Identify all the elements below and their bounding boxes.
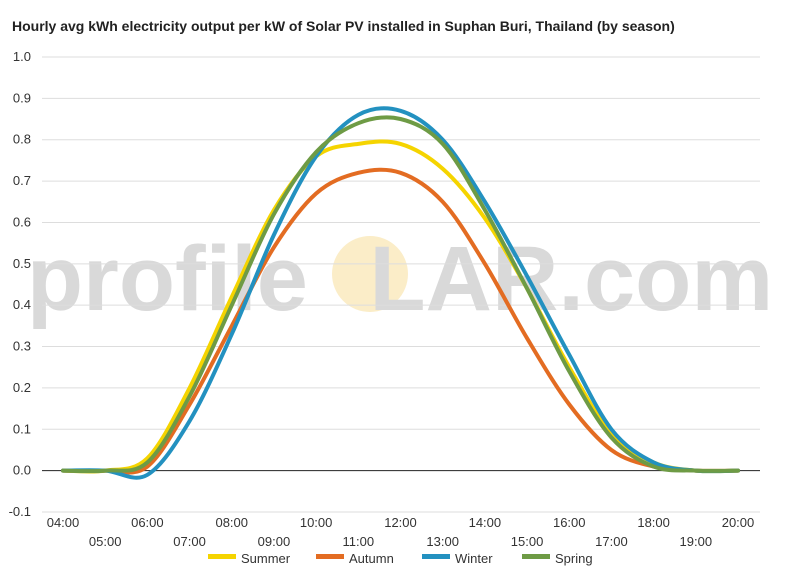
x-tick-label: 08:00 bbox=[215, 515, 248, 530]
chart-title: Hourly avg kWh electricity output per kW… bbox=[12, 18, 675, 34]
x-tick-label: 06:00 bbox=[131, 515, 164, 530]
legend-swatch-autumn bbox=[316, 554, 344, 559]
x-tick-label: 14:00 bbox=[469, 515, 502, 530]
x-tick-label: 12:00 bbox=[384, 515, 417, 530]
x-tick-label: 10:00 bbox=[300, 515, 333, 530]
y-tick-label: 0.2 bbox=[13, 380, 31, 395]
y-tick-label: 0.7 bbox=[13, 173, 31, 188]
legend-swatch-spring bbox=[522, 554, 550, 559]
x-tick-label: 09:00 bbox=[258, 534, 291, 549]
legend-label-winter: Winter bbox=[455, 551, 493, 566]
y-tick-label: 0.0 bbox=[13, 463, 31, 478]
x-tick-label: 15:00 bbox=[511, 534, 544, 549]
legend-swatch-winter bbox=[422, 554, 450, 559]
x-tick-label: 20:00 bbox=[722, 515, 755, 530]
y-tick-label: 0.1 bbox=[13, 421, 31, 436]
x-tick-label: 16:00 bbox=[553, 515, 586, 530]
legend-label-spring: Spring bbox=[555, 551, 593, 566]
watermark-text: profileSLAR.com bbox=[27, 228, 773, 330]
watermark-part-0: profile bbox=[27, 228, 308, 330]
x-tick-label: 05:00 bbox=[89, 534, 122, 549]
legend-label-summer: Summer bbox=[241, 551, 291, 566]
series-line-summer bbox=[61, 139, 740, 474]
y-tick-label: 1.0 bbox=[13, 49, 31, 64]
y-tick-label: 0.6 bbox=[13, 214, 31, 229]
y-tick-label: -0.1 bbox=[9, 504, 31, 519]
series-line-spring bbox=[61, 115, 740, 474]
x-tick-label: 07:00 bbox=[173, 534, 206, 549]
x-tick-label: 11:00 bbox=[343, 534, 375, 549]
watermark-part-1: S bbox=[308, 228, 369, 330]
x-tick-label: 13:00 bbox=[426, 534, 459, 549]
x-tick-label: 04:00 bbox=[47, 515, 80, 530]
legend-swatch-summer bbox=[208, 554, 236, 559]
y-tick-label: 0.3 bbox=[13, 339, 31, 354]
y-tick-label: 0.8 bbox=[13, 132, 31, 147]
legend-label-autumn: Autumn bbox=[349, 551, 394, 566]
y-tick-label: 0.4 bbox=[13, 297, 31, 312]
x-tick-label: 18:00 bbox=[637, 515, 670, 530]
x-tick-label: 17:00 bbox=[595, 534, 628, 549]
watermark-part-2: LAR.com bbox=[369, 228, 773, 330]
series-line-winter bbox=[61, 106, 740, 480]
watermark-sun bbox=[332, 236, 408, 312]
y-tick-label: 0.5 bbox=[13, 256, 31, 271]
y-tick-label: 0.9 bbox=[13, 90, 31, 105]
x-tick-label: 19:00 bbox=[680, 534, 713, 549]
series-line-autumn bbox=[61, 167, 740, 475]
